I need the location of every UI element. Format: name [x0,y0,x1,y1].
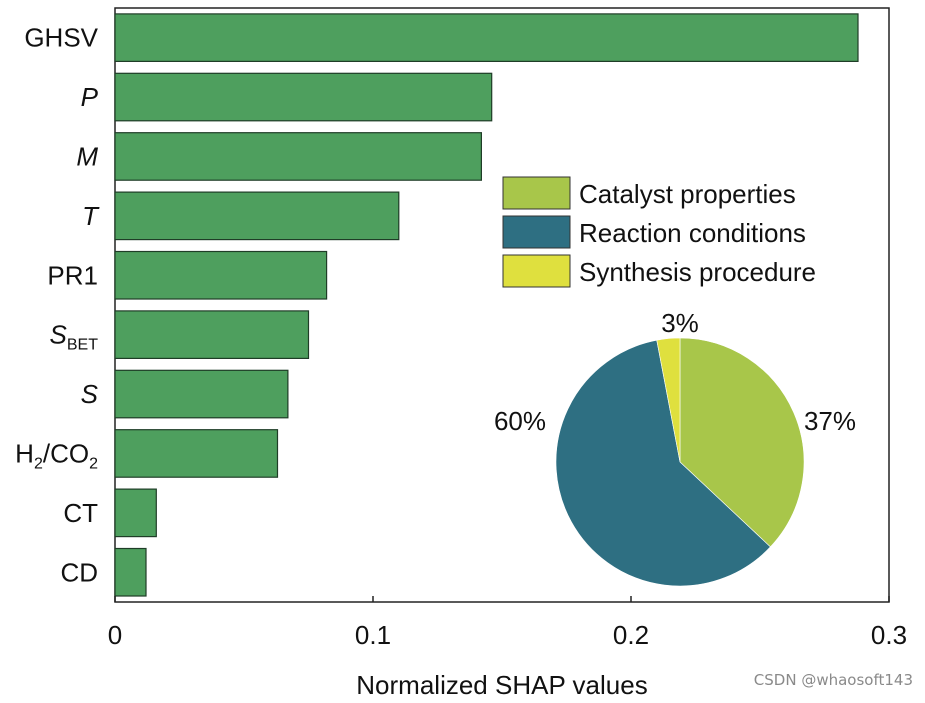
category-label: PR1 [47,260,98,290]
category-label: M [76,142,98,172]
legend-label: Catalyst properties [579,179,796,209]
category-label: H2/CO2 [15,439,98,473]
bar-cd [114,547,147,597]
watermark-text: CSDN @whaosoft143 [753,671,913,689]
pie-value-label: 37% [804,406,856,436]
bar-pr1 [114,250,328,300]
legend-swatch [502,254,571,288]
pie-value-label: 3% [661,308,699,338]
bar-s [114,369,289,419]
pie-slice-synthesis-procedure [656,337,681,463]
legend-swatch [502,215,571,249]
x-tick-label: 0.3 [871,620,907,650]
pie-value-label: 60% [494,406,546,436]
bar-ghsv [114,13,859,62]
pie-chart: 37% 60% 3% [494,308,856,587]
category-label: S [81,379,99,409]
category-label: SBET [50,320,99,354]
category-label: GHSV [24,23,98,53]
bar-h2-co2 [114,429,279,478]
bar-t [114,191,400,241]
category-label: P [81,82,99,112]
pie-slice-reaction-conditions [555,339,771,587]
x-tick-label: 0.1 [355,620,391,650]
x-axis: 0 0.1 0.2 0.3 [108,596,907,650]
category-labels: GHSV PMT PR1 SBET S H2/CO2 CT CD [15,23,100,588]
bars-layer [114,13,859,597]
x-tick-label: 0.2 [613,620,649,650]
legend-label: Reaction conditions [579,218,806,248]
x-axis-title: Normalized SHAP values [356,670,647,700]
category-label: CD [60,557,98,587]
bar-ct [114,488,157,538]
bar-m [114,132,482,181]
x-tick-label: 0 [108,620,122,650]
pie-slice-catalyst-properties [679,337,805,548]
legend-swatch [502,176,571,210]
legend-label: Synthesis procedure [579,257,816,287]
plot-frame [114,7,890,603]
category-label: CT [63,498,98,528]
category-label: T [82,201,100,231]
pie-legend: Catalyst properties Reaction conditions Sy… [502,176,816,288]
bar-p [114,72,493,122]
bar-s-bet [114,310,310,359]
